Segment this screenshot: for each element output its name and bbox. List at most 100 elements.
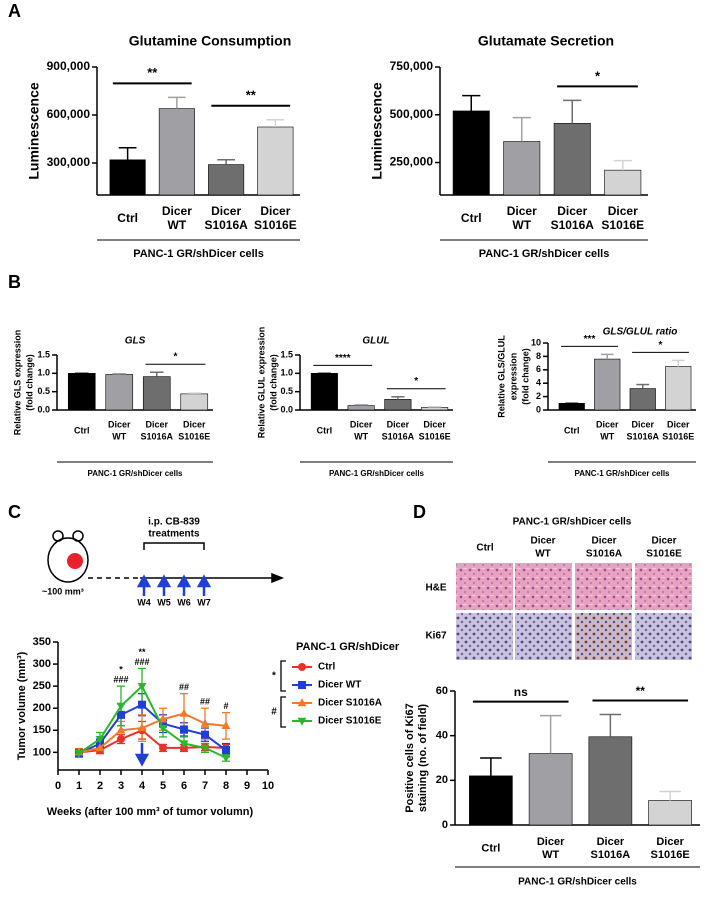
significance-label: *: [119, 665, 123, 675]
treatment-bracket: [143, 542, 205, 550]
y-axis-label: Tumor volume (mm³): [16, 651, 28, 760]
column-header: Ctrl: [476, 543, 493, 554]
x-tick-label: S1016E: [254, 218, 297, 232]
bar: [158, 108, 195, 196]
x-tick-label: 10: [262, 780, 274, 792]
row-label: H&E: [425, 583, 446, 594]
group-label: PANC-1 GR/shDicer cells: [479, 248, 610, 260]
legend-marker: [297, 698, 307, 707]
mouse-ear: [52, 530, 64, 542]
y-tick-label: 600,000: [47, 107, 91, 121]
column-header: Dicer: [530, 536, 555, 547]
x-tick-label: Dicer: [507, 204, 537, 218]
chart-title: Glutamine Consumption: [129, 33, 292, 49]
point: [74, 750, 84, 759]
start-label: ~100 mm³: [42, 586, 84, 596]
legend-title: PANC-1 GR/shDicer: [296, 641, 400, 653]
point: [117, 710, 125, 719]
histology-title: PANC-1 GR/shDicer cells: [513, 517, 632, 528]
bar: [588, 736, 633, 826]
point: [200, 718, 210, 727]
legend-marker: [298, 663, 306, 671]
row-label: Ki67: [425, 631, 447, 642]
y-tick-label: 20: [436, 774, 448, 786]
bar: [594, 358, 621, 411]
timeline-arrowhead: [271, 572, 285, 584]
y-tick-label: 4: [536, 378, 541, 388]
bar: [109, 159, 146, 196]
bar: [421, 407, 449, 411]
legend-bracket: [280, 660, 286, 692]
group-label: PANC-1 GR/shDicer cells: [575, 469, 671, 478]
x-tick-label: WT: [512, 218, 531, 232]
bar: [142, 376, 171, 411]
y-axis-label: (fold change): [268, 354, 278, 411]
point: [180, 725, 188, 734]
x-axis-label: Weeks (after 100 mm³ of tumor volumn): [47, 806, 254, 818]
x-tick-label: S1016E: [178, 431, 210, 441]
bar: [665, 366, 692, 411]
y-tick-label: 1.0: [280, 368, 293, 378]
y-tick-label: 250: [33, 680, 51, 692]
point: [95, 743, 105, 752]
y-tick-label: 1.5: [280, 349, 293, 359]
legend-marker: [298, 681, 306, 689]
point: [158, 714, 168, 723]
x-tick-label: Dicer: [145, 419, 168, 429]
y-axis-label: (fold change): [520, 348, 530, 405]
x-tick-label: Dicer: [631, 419, 654, 429]
x-tick-label: Ctrl: [481, 842, 500, 854]
bar: [452, 110, 490, 196]
y-tick-label: 100: [33, 746, 51, 758]
chart-title: Glutamate Secretion: [478, 33, 614, 49]
tumor: [67, 553, 83, 569]
bar: [469, 775, 513, 826]
legend-bracket: [280, 696, 286, 728]
y-axis-label: expression: [508, 353, 518, 401]
x-tick-label: S1016A: [140, 431, 173, 441]
x-tick-label: 1: [76, 780, 82, 792]
micrograph: [515, 613, 572, 660]
column-header: Dicer: [651, 536, 676, 547]
x-tick-label: Dicer: [108, 419, 131, 429]
y-axis-label: staining (no. of field): [417, 704, 429, 812]
bar: [310, 373, 338, 411]
point: [137, 723, 147, 732]
mouse-body: [47, 537, 89, 583]
x-tick-label: S1016E: [662, 431, 694, 441]
x-tick-label: Ctrl: [564, 425, 580, 435]
y-tick-label: 0.0: [280, 404, 293, 414]
x-tick-label: Dicer: [387, 419, 410, 429]
week-label: W6: [177, 597, 191, 607]
significance-label: #: [223, 701, 228, 711]
significance-label: **: [147, 65, 158, 80]
significance-label: ****: [335, 353, 351, 364]
column-header: Dicer: [591, 536, 616, 547]
x-tick-label: Dicer: [596, 419, 619, 429]
y-tick-label: 0.5: [280, 386, 293, 396]
treatment-arrows: [134, 574, 212, 767]
mouse-ear: [72, 530, 84, 542]
x-tick-label: Dicer: [597, 836, 625, 848]
point: [200, 744, 210, 753]
x-tick-label: Ctrl: [74, 425, 90, 435]
timeline-title: i.p. CB-839: [148, 517, 200, 528]
x-tick-label: 4: [139, 780, 146, 792]
y-tick-label: 350: [33, 636, 51, 648]
column-header: S1016E: [646, 549, 682, 560]
x-tick-label: Dicer: [557, 204, 587, 218]
significance-label: ###: [134, 657, 149, 667]
legend-label: Ctrl: [318, 662, 335, 673]
significance-label: *: [595, 68, 601, 83]
x-tick-label: 5: [160, 780, 166, 792]
y-tick-label: 0: [536, 404, 541, 414]
x-tick-label: 0: [55, 780, 61, 792]
y-tick-label: 8: [536, 351, 541, 361]
panel-label: A: [8, 1, 21, 21]
point: [159, 719, 167, 728]
x-tick-label: WT: [600, 431, 614, 441]
bar: [257, 126, 294, 196]
micrograph: [635, 563, 692, 610]
x-tick-label: Dicer: [423, 419, 446, 429]
